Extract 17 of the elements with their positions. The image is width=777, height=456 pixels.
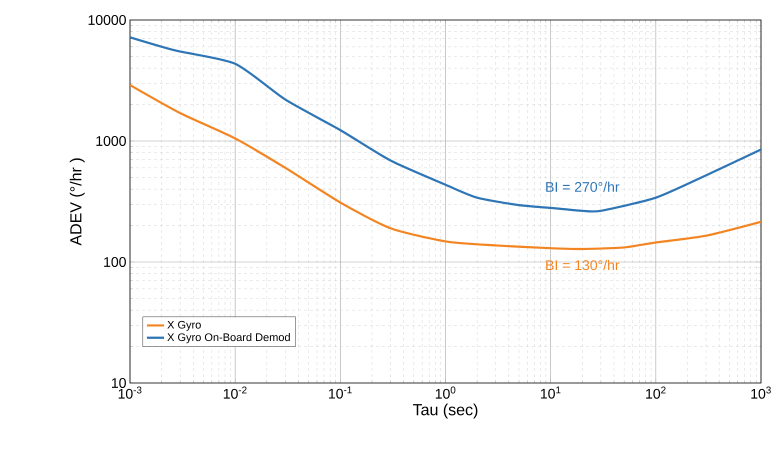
x-tick-label: 10$^{1}$ (540, 386, 560, 399)
y-tick-label: 10 (112, 378, 126, 388)
x-tick-label: 10$^{3}$ (751, 386, 771, 399)
y-tick-label: 1000 (96, 136, 126, 146)
x-tick-label: 10$^{-2}$ (224, 386, 247, 399)
x-tick-label: 10$^{-3}$ (118, 386, 142, 399)
legend-label: X Gyro On-Board Demod (167, 333, 290, 344)
x-tick-label: 10$^{2}$ (646, 386, 666, 399)
y-tick-label: 100 (104, 257, 126, 267)
x-axis-title: Tau (sec) (412, 404, 478, 419)
annotation: BI = 130°/hr (546, 260, 620, 270)
y-tick-label: 10000 (88, 15, 126, 25)
y-axis-title: ADEV (°/hr ) (70, 158, 85, 246)
x-tick-label: 10$^{-1}$ (329, 386, 352, 399)
x-tick-label: 10$^{0}$ (436, 386, 456, 399)
legend-label: X Gyro (167, 320, 201, 331)
annotation: BI = 270°/hr (546, 182, 620, 192)
